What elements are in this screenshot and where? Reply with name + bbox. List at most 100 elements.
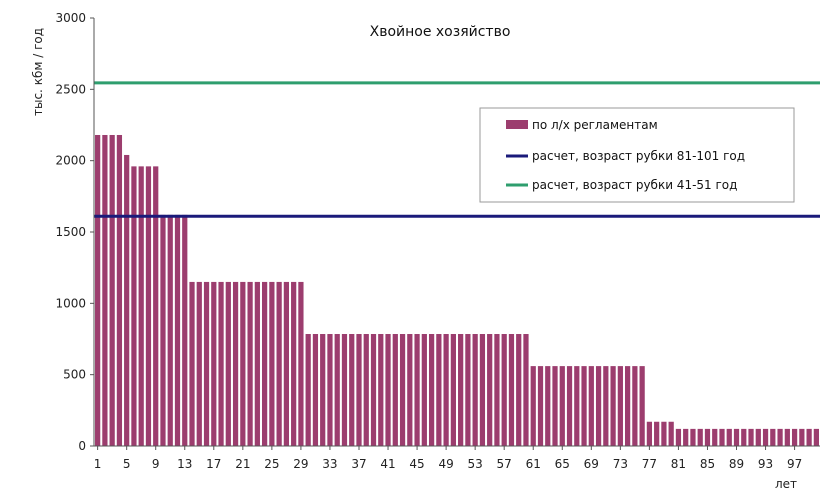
y-tick-label: 2000	[55, 154, 86, 168]
y-tick-label: 1500	[55, 225, 86, 239]
bar-18	[218, 281, 224, 446]
x-tick-label: 29	[293, 457, 308, 471]
bar-33	[327, 334, 333, 446]
x-tick-label: 13	[177, 457, 192, 471]
bar-60	[523, 334, 529, 446]
bar-16	[203, 281, 210, 446]
bar-99	[806, 428, 812, 446]
bar-35	[341, 334, 348, 446]
bar-15	[196, 281, 202, 446]
bar-47	[428, 334, 435, 446]
bar-57	[501, 334, 507, 446]
bar-23	[254, 281, 260, 446]
bar-41	[385, 334, 391, 446]
legend-box	[479, 107, 795, 203]
bar-11	[167, 214, 173, 446]
bar-28	[291, 281, 297, 446]
bar-62	[537, 366, 544, 446]
bar-77	[646, 421, 653, 446]
bar-5	[124, 154, 130, 446]
bar-75	[632, 366, 638, 446]
x-tick-label: 41	[380, 457, 395, 471]
legend: по л/х регламентам расчет, возраст рубки…	[479, 107, 795, 203]
bar-67	[574, 366, 580, 446]
bar-7	[138, 166, 144, 446]
x-tick-label: 89	[729, 457, 744, 471]
bar-56	[494, 334, 500, 446]
bar-89	[733, 428, 740, 446]
x-tick-label: 65	[555, 457, 570, 471]
x-ticks-group: 1 5 9 13 17 21 25 29 33 37 41 45 49 53 57 61 65 69 73 77 81 8…	[94, 446, 802, 471]
bar-74	[625, 366, 631, 446]
bar-50	[450, 334, 456, 446]
x-tick-label: 21	[235, 457, 250, 471]
y-ticks-group: 0 500 1000 1500 2000 2500 3000	[55, 11, 94, 453]
bar-9	[153, 166, 159, 446]
bar-55	[487, 334, 493, 446]
bars-group	[95, 134, 819, 447]
bar-1	[95, 134, 101, 447]
bar-88	[726, 428, 732, 446]
x-tick-label: 45	[409, 457, 424, 471]
x-tick-label: 61	[526, 457, 541, 471]
x-axis-title: лет	[775, 477, 797, 491]
bar-70	[595, 366, 602, 446]
legend-label-bars: по л/х регламентам	[532, 118, 658, 132]
bar-17	[211, 281, 217, 446]
bar-79	[661, 421, 667, 446]
legend-label-line-81-101: расчет, возраст рубки 81-101 год	[532, 149, 745, 163]
bar-8	[145, 166, 152, 446]
chart-title: Хвойное хозяйство	[370, 24, 511, 40]
bar-32	[320, 334, 326, 446]
bar-87	[719, 428, 725, 446]
bar-95	[777, 428, 783, 446]
x-tick-label: 81	[671, 457, 686, 471]
bar-81	[675, 428, 682, 446]
bar-40	[378, 334, 384, 446]
bar-92	[755, 428, 761, 446]
bar-30	[305, 334, 311, 446]
x-tick-label: 25	[264, 457, 279, 471]
bar-26	[276, 281, 282, 446]
bar-96	[784, 428, 790, 446]
bar-68	[581, 366, 587, 446]
y-tick-label: 500	[63, 368, 86, 382]
bar-12	[174, 214, 181, 446]
bar-51	[458, 334, 464, 446]
bar-52	[465, 334, 471, 446]
x-tick-label: 33	[322, 457, 337, 471]
bar-2	[102, 134, 108, 447]
bar-3	[109, 134, 115, 447]
bar-13	[182, 214, 188, 446]
reference-lines-group	[94, 81, 820, 218]
bar-14	[189, 281, 195, 446]
bar-4	[116, 134, 123, 447]
y-tick-label: 3000	[55, 11, 86, 25]
bar-6	[131, 166, 137, 446]
bar-37	[356, 334, 362, 446]
bar-71	[603, 366, 609, 446]
bar-85	[704, 428, 711, 446]
bar-61	[530, 366, 536, 446]
y-tick-label: 1000	[55, 296, 86, 310]
bar-36	[349, 334, 355, 446]
bar-64	[552, 366, 558, 446]
bar-80	[668, 421, 674, 446]
bar-45	[414, 334, 420, 446]
bar-83	[690, 428, 696, 446]
bar-46	[421, 334, 427, 446]
bar-86	[712, 428, 718, 446]
bar-54	[479, 334, 486, 446]
x-tick-label: 53	[468, 457, 483, 471]
bar-66	[566, 366, 573, 446]
x-tick-label: 1	[94, 457, 102, 471]
x-tick-label: 69	[584, 457, 599, 471]
y-tick-label: 0	[78, 439, 86, 453]
bar-53	[472, 334, 478, 446]
bar-78	[654, 421, 660, 446]
legend-swatch-bars	[506, 120, 528, 129]
legend-label-line-41-51: расчет, возраст рубки 41-51 год	[532, 178, 737, 192]
y-tick-label: 2500	[55, 82, 86, 96]
bar-38	[363, 334, 369, 446]
bar-73	[617, 366, 623, 446]
